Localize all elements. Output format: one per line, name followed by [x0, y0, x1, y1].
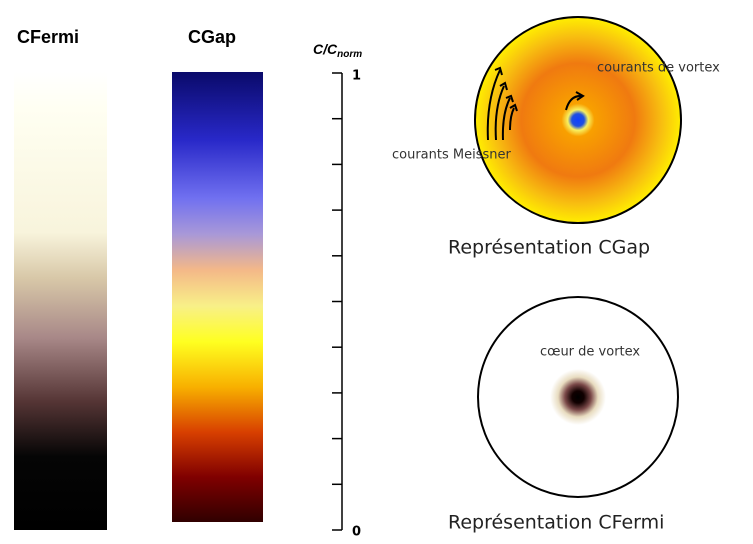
gap-caption: Représentation CGap — [448, 237, 650, 259]
fermi-colorbar — [14, 72, 107, 530]
meissner-currents-label: courants Meissner — [392, 148, 512, 163]
scale-axis — [332, 72, 343, 531]
core-label: cœur de vortex — [540, 345, 640, 360]
fermi-title: CFermi — [17, 27, 79, 47]
gap-title: CGap — [188, 27, 236, 47]
scale-bottom: 0 — [352, 525, 361, 540]
scale-label: C/Cnorm — [313, 41, 362, 60]
fermi-disk — [477, 296, 679, 498]
fermi-caption: Représentation CFermi — [448, 512, 664, 534]
gap-colorbar — [172, 72, 263, 522]
scale-top: 1 — [352, 69, 361, 84]
gap-disk — [474, 16, 682, 224]
vortex-currents-label: courants de vortex — [597, 61, 720, 76]
current-arrows — [486, 66, 585, 141]
